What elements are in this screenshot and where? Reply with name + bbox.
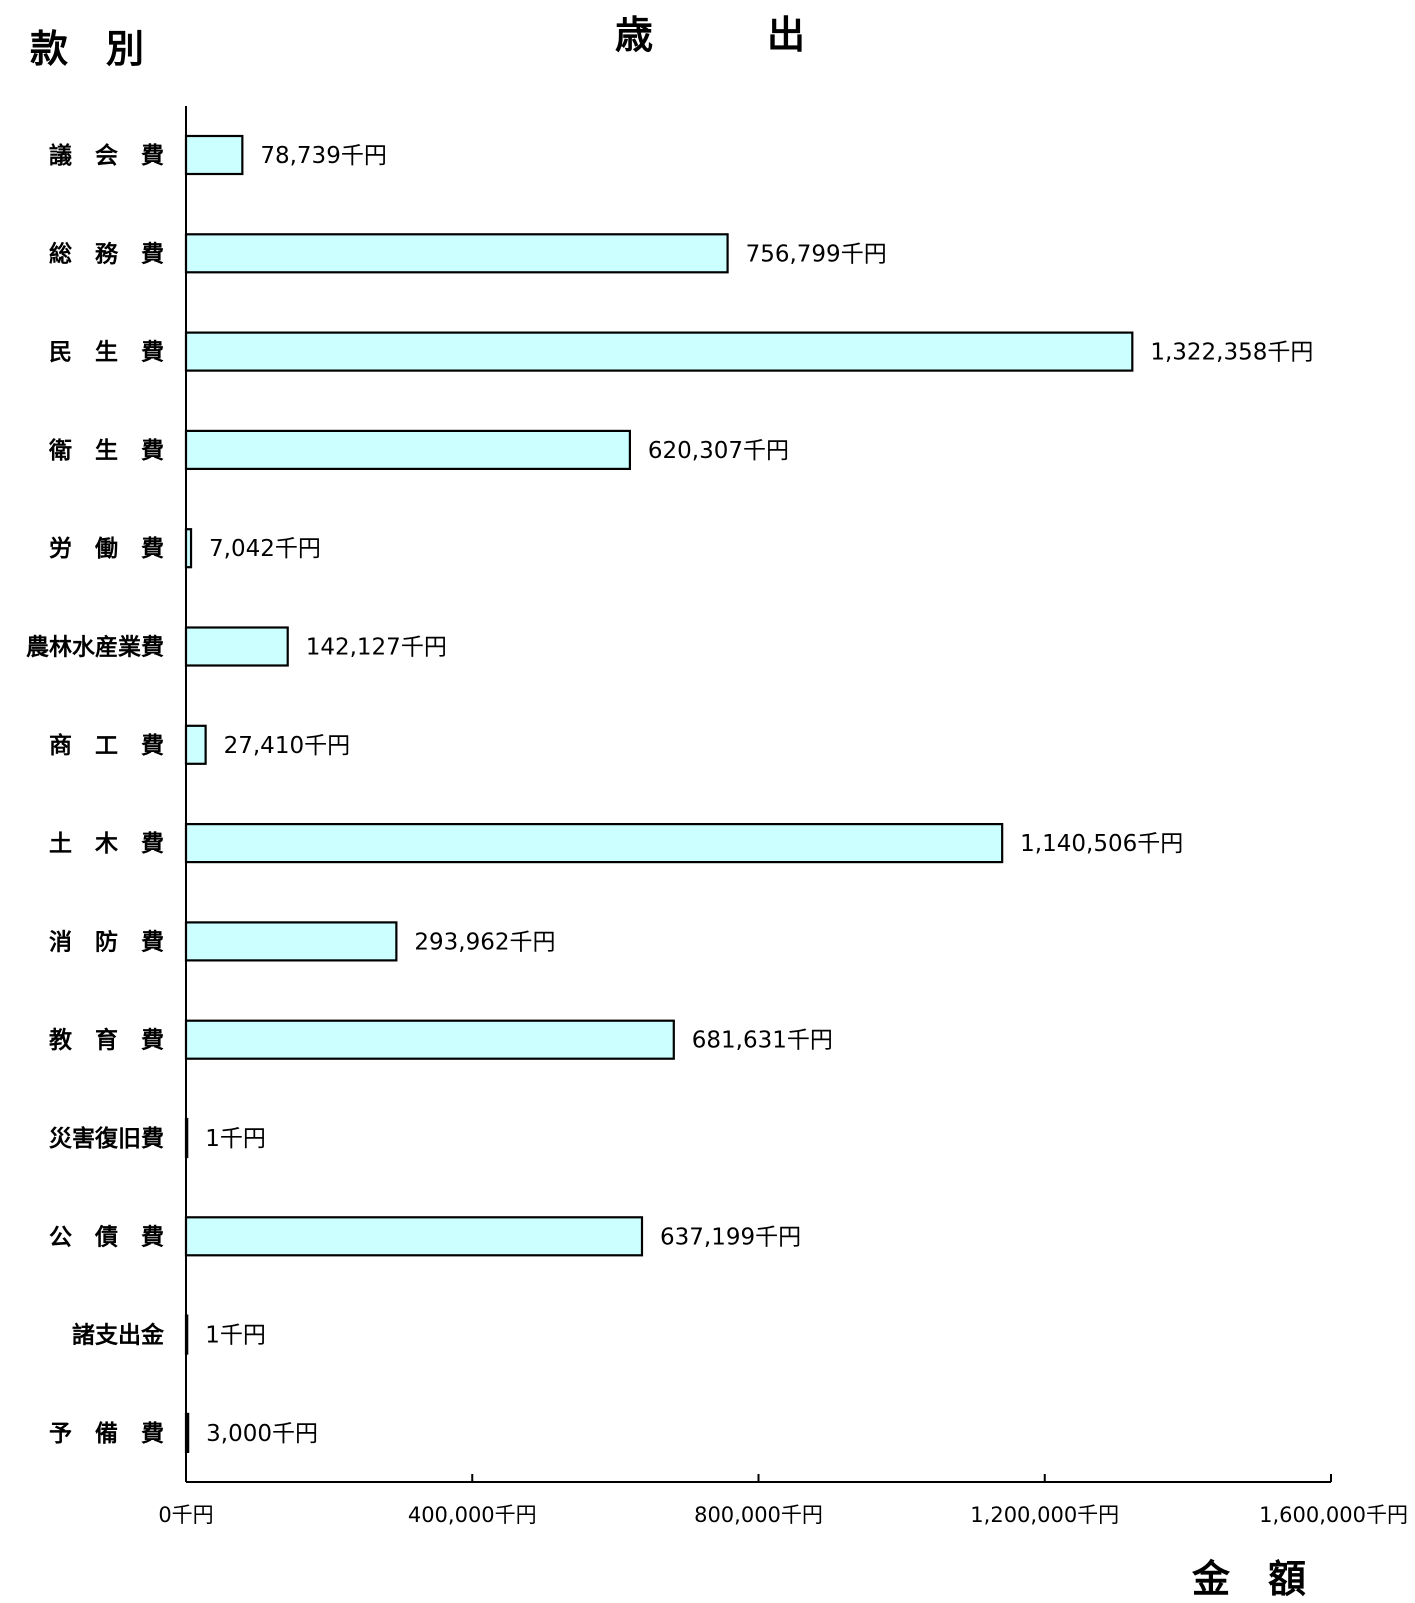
bar-3 (184, 429, 632, 470)
category-heading: 款 別 (30, 27, 145, 71)
category-label-2: 民 生 費 (49, 340, 164, 366)
category-label-10: 災害復旧費 (49, 1125, 164, 1152)
data-label-0: 78,739千円 (260, 143, 386, 169)
category-label-8: 消 防 費 (49, 928, 164, 955)
category-label-5: 農林水産業費 (26, 634, 164, 661)
chart-title: 歳 出 (615, 13, 806, 57)
bar-11 (184, 1216, 644, 1257)
data-label-11: 637,199千円 (660, 1224, 801, 1250)
bar-2 (184, 331, 1134, 372)
bar-0 (184, 134, 244, 176)
data-label-7: 1,140,506千円 (1020, 831, 1183, 857)
data-label-8: 293,962千円 (414, 929, 555, 955)
bar-6 (184, 724, 207, 765)
category-label-4: 労 働 費 (49, 535, 164, 562)
category-label-11: 公 債 費 (49, 1224, 164, 1250)
category-label-1: 総 務 費 (49, 240, 164, 267)
data-label-2: 1,322,358千円 (1150, 340, 1313, 366)
data-label-12: 1千円 (205, 1323, 266, 1349)
bar-7 (184, 822, 1004, 864)
bars-group: 78,739千円 756,799千円 1,322,358千円 620,307千円 7,0… (184, 134, 1313, 1454)
x-tick-label-3: 1,200,000千円 (970, 1503, 1119, 1527)
data-label-9: 681,631千円 (692, 1028, 833, 1054)
x-tick-label-1: 400,000千円 (408, 1503, 537, 1527)
data-label-6: 27,410千円 (224, 733, 350, 759)
data-label-5: 142,127千円 (306, 635, 447, 661)
category-label-0: 議 会 費 (49, 142, 164, 169)
x-tick-label-4: 1,600,000千円 (1259, 1503, 1408, 1527)
data-label-13: 3,000千円 (206, 1421, 318, 1447)
data-label-3: 620,307千円 (648, 438, 789, 464)
data-label-10: 1千円 (205, 1126, 266, 1152)
category-label-3: 衛 生 費 (48, 437, 164, 464)
category-label-13: 予 備 費 (49, 1420, 164, 1447)
x-tick-label-2: 800,000千円 (694, 1503, 823, 1527)
category-label-9: 教 育 費 (49, 1027, 164, 1054)
bar-8 (184, 921, 398, 962)
data-label-1: 756,799千円 (746, 241, 887, 267)
bar-5 (184, 626, 289, 667)
category-label-12: 諸支出金 (72, 1322, 165, 1349)
data-label-4: 7,042千円 (209, 536, 321, 562)
bar-9 (184, 1019, 675, 1060)
category-label-6: 商 工 費 (49, 732, 164, 759)
category-label-7: 土 木 費 (49, 831, 164, 857)
x-tick-label-0: 0千円 (158, 1503, 213, 1527)
bar-1 (184, 233, 729, 274)
